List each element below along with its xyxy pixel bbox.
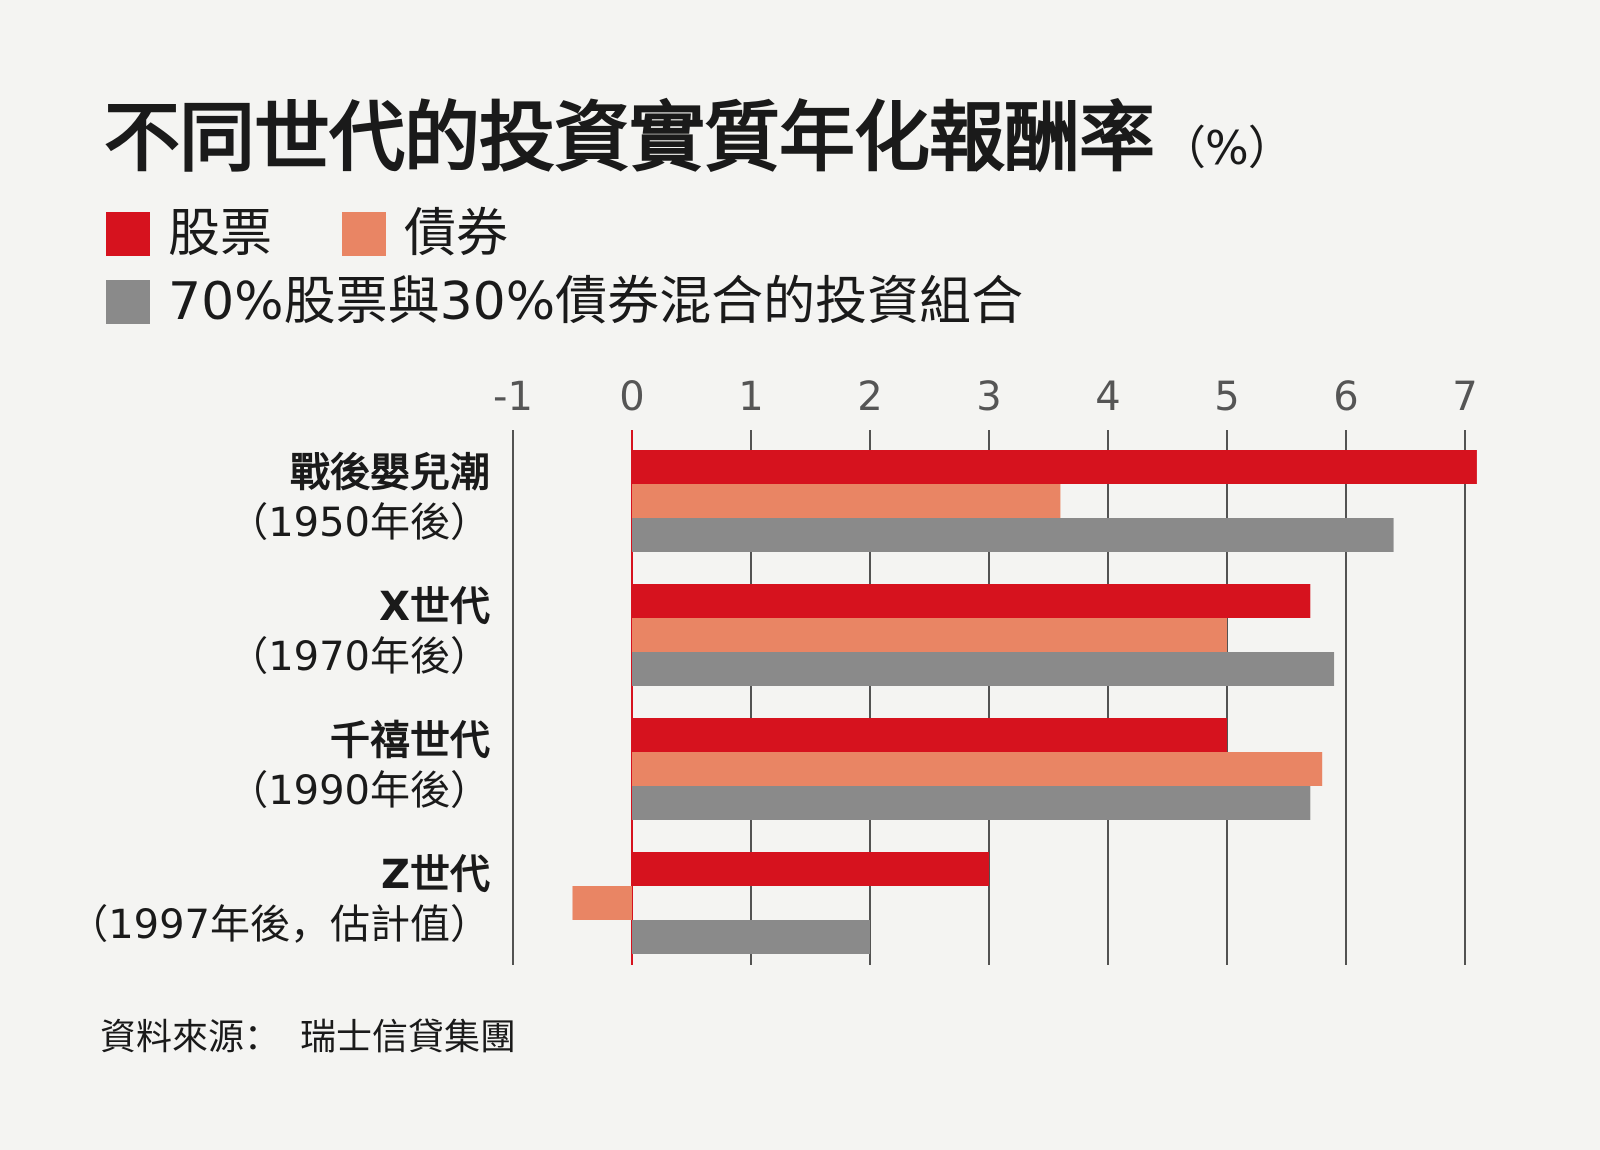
chart-title-text: 不同世代的投資實質年化報酬率 (104, 93, 1155, 182)
bar-mixed (632, 920, 870, 954)
x-tick-label: 3 (976, 374, 1001, 420)
category-label: X世代 (379, 584, 490, 630)
legend-row-1: 股票 債券 (106, 208, 578, 260)
category-sublabel: （1970年後） (228, 634, 490, 680)
category-sublabel: （1950年後） (228, 500, 490, 546)
source-note: 資料來源： 瑞士信貸集團 (100, 1008, 516, 1060)
legend-label-stocks: 股票 (168, 204, 273, 264)
x-tick-label: 2 (857, 374, 882, 420)
chart-title-unit: （%） (1160, 121, 1294, 175)
legend-label-bonds: 債券 (404, 204, 509, 264)
bar-stocks (632, 718, 1227, 752)
legend-swatch-bonds (342, 212, 387, 256)
category-label: 千禧世代 (330, 718, 490, 764)
x-tick-label: 7 (1452, 374, 1477, 420)
legend-swatch-mixed (106, 280, 150, 324)
x-tick-label: 1 (738, 374, 763, 420)
source-value: 瑞士信貸集團 (300, 1017, 517, 1058)
x-tick-label: 6 (1333, 374, 1358, 420)
bar-mixed (632, 786, 1311, 820)
bar-bonds (632, 618, 1227, 652)
x-tick-label: 4 (1095, 374, 1120, 420)
legend-row-2: 70%股票與30%債券混合的投資組合 (106, 276, 1093, 328)
bar-mixed (632, 518, 1394, 552)
bar-bonds (572, 886, 632, 920)
x-tick-label: 5 (1214, 374, 1239, 420)
source-label: 資料來源： (100, 1017, 281, 1058)
category-label: 戰後嬰兒潮 (290, 450, 490, 496)
category-label: Z世代 (381, 852, 490, 898)
bar-stocks (632, 450, 1477, 484)
legend-item-stocks: 股票 (106, 208, 272, 260)
legend-swatch-stocks (106, 212, 150, 256)
x-tick-label: -1 (493, 374, 533, 420)
bar-bonds (632, 752, 1323, 786)
legend-label-mixed: 70%股票與30%債券混合的投資組合 (168, 272, 1024, 332)
bar-stocks (632, 852, 989, 886)
bar-stocks (632, 584, 1311, 618)
x-tick-label: 0 (619, 374, 644, 420)
bar-bonds (632, 484, 1061, 518)
chart-title: 不同世代的投資實質年化報酬率 （%） (104, 100, 1294, 176)
legend-item-mixed: 70%股票與30%債券混合的投資組合 (106, 276, 1023, 328)
legend-item-bonds: 債券 (342, 208, 508, 260)
category-sublabel: （1997年後，估計值） (68, 902, 490, 948)
bar-mixed (632, 652, 1335, 686)
category-sublabel: （1990年後） (228, 768, 490, 814)
